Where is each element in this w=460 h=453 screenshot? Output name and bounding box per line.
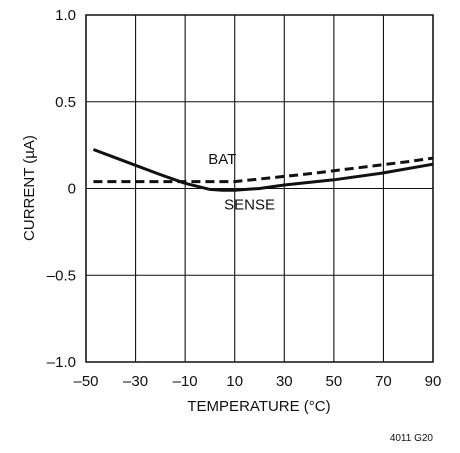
x-tick-label-5: 50 [326, 373, 343, 390]
y-tick-label-4: –1.0 [47, 354, 76, 371]
series-label-sense: SENSE [224, 196, 275, 213]
x-tick-label-4: 30 [276, 373, 293, 390]
x-tick-label-7: 90 [425, 373, 442, 390]
y-tick-label-3: –0.5 [47, 267, 76, 284]
y-tick-label-1: 0.5 [55, 94, 76, 111]
plot-frame [85, 14, 434, 363]
series-line-bat [93, 156, 434, 184]
series-layer [92, 148, 434, 192]
tick-labels: –50 –30 –10 10 30 50 70 90 1.0 0.5 0 –0.5 –1.0 [47, 7, 442, 390]
x-axis-title: TEMPERATURE (°C) [187, 398, 330, 415]
x-tick-label-3: 10 [226, 373, 243, 390]
series-line-sense [92, 148, 434, 192]
figure-code: 4011 G20 [390, 433, 434, 444]
x-tick-label-1: –30 [123, 373, 148, 390]
x-tick-label-0: –50 [73, 373, 98, 390]
series-label-bat: BAT [208, 151, 236, 168]
x-tick-label-2: –10 [173, 373, 198, 390]
x-tick-label-6: 70 [375, 373, 392, 390]
y-axis-title: CURRENT (µA) [21, 135, 38, 241]
y-tick-label-0: 1.0 [55, 7, 76, 24]
plot-border [85, 14, 434, 363]
y-tick-label-2: 0 [68, 181, 76, 198]
